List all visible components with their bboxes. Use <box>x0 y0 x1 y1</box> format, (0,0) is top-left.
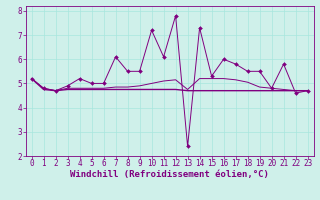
X-axis label: Windchill (Refroidissement éolien,°C): Windchill (Refroidissement éolien,°C) <box>70 170 269 179</box>
